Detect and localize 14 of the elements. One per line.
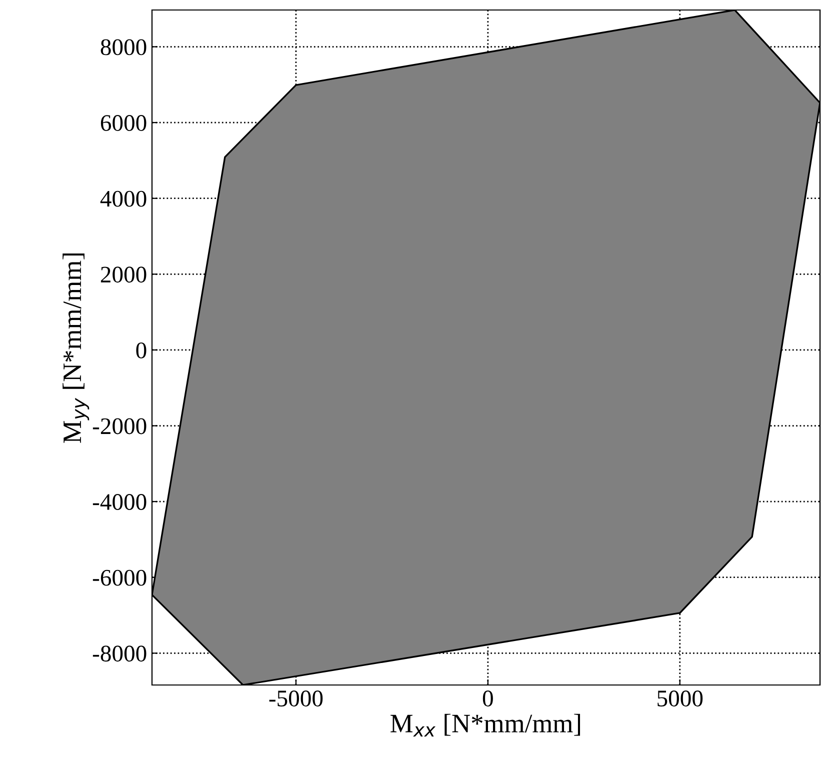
y-tick-label: 2000 [100,266,146,283]
x-axis-title: M$_{xx}$ [N*mm/mm] [390,714,580,737]
x-tick-label: 5000 [658,690,703,706]
x-tick-label: 0 [482,690,493,706]
y-tick-label: -4000 [92,494,146,510]
y-tick-label: -6000 [92,570,146,586]
y-tick-label: 4000 [100,190,146,207]
x-tick-label: -5000 [269,690,323,706]
y-tick-label: -2000 [92,418,146,434]
y-tick-label: 0 [136,342,146,358]
y-tick-label: 6000 [100,115,146,131]
y-axis-title: M$_{yy}$ [N*mm/mm] [62,253,90,443]
y-tick-label: 8000 [100,39,146,56]
y-tick-label: -8000 [92,646,146,662]
